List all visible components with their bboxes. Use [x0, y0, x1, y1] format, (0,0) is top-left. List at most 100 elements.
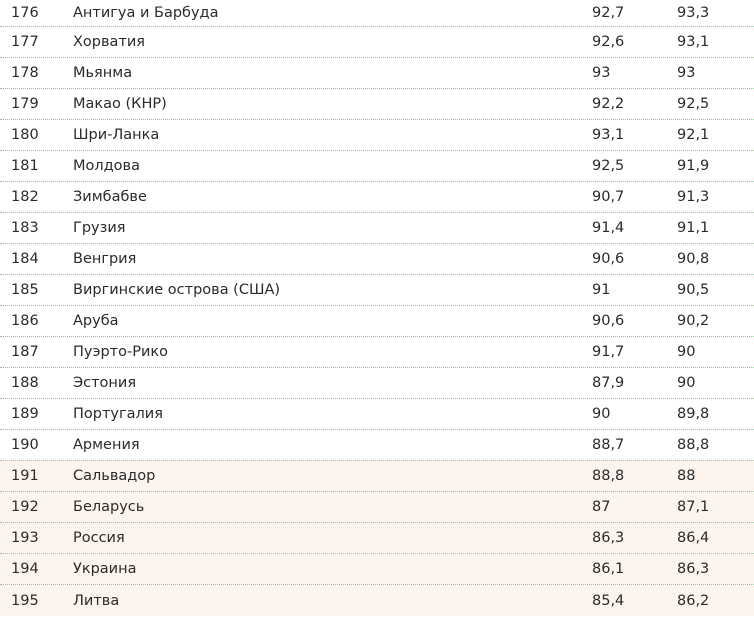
value-2-cell: 93,3	[677, 5, 710, 21]
value-2-cell: 93,1	[677, 34, 710, 50]
rank-cell: 184	[11, 251, 39, 267]
value-2-cell: 91,3	[677, 189, 710, 205]
value-1-cell: 90,6	[592, 313, 625, 329]
table-row: 184 Венгрия 90,6 90,8	[0, 244, 754, 275]
rank-cell: 189	[11, 406, 39, 422]
country-cell: Беларусь	[73, 499, 145, 515]
country-cell: Армения	[73, 437, 140, 453]
rank-cell: 186	[11, 313, 39, 329]
value-1-cell: 88,7	[592, 437, 625, 453]
rank-cell: 193	[11, 530, 39, 546]
value-2-cell: 88	[677, 468, 696, 484]
value-1-cell: 91,7	[592, 344, 625, 360]
value-2-cell: 87,1	[677, 499, 710, 515]
table-row: 187 Пуэрто-Рико 91,7 90	[0, 337, 754, 368]
country-cell: Антигуа и Барбуда	[73, 5, 219, 21]
country-cell: Эстония	[73, 375, 137, 391]
country-cell: Венгрия	[73, 251, 137, 267]
value-2-cell: 90,5	[677, 282, 710, 298]
country-cell: Макао (КНР)	[73, 96, 167, 112]
country-cell: Мьянма	[73, 65, 133, 81]
table-row: 179 Макао (КНР) 92,2 92,5	[0, 89, 754, 120]
value-1-cell: 92,6	[592, 34, 625, 50]
value-2-cell: 92,1	[677, 127, 710, 143]
value-2-cell: 92,5	[677, 96, 710, 112]
rank-cell: 181	[11, 158, 39, 174]
value-1-cell: 91,4	[592, 220, 625, 236]
value-2-cell: 88,8	[677, 437, 710, 453]
table-row: 191 Сальвадор 88,8 88	[0, 461, 754, 492]
table-row: 180 Шри-Ланка 93,1 92,1	[0, 120, 754, 151]
value-1-cell: 88,8	[592, 468, 625, 484]
table-row: 185 Виргинские острова (США) 91 90,5	[0, 275, 754, 306]
rank-cell: 185	[11, 282, 39, 298]
value-2-cell: 90,2	[677, 313, 710, 329]
rank-cell: 177	[11, 34, 39, 50]
country-cell: Молдова	[73, 158, 140, 174]
country-cell: Аруба	[73, 313, 119, 329]
table-row: 190 Армения 88,7 88,8	[0, 430, 754, 461]
table-row: 181 Молдова 92,5 91,9	[0, 151, 754, 182]
value-1-cell: 92,5	[592, 158, 625, 174]
rank-cell: 195	[11, 592, 39, 609]
country-cell: Зимбабве	[73, 189, 147, 205]
value-1-cell: 87,9	[592, 375, 625, 391]
value-1-cell: 90,6	[592, 251, 625, 267]
rank-cell: 178	[11, 65, 39, 81]
value-2-cell: 91,1	[677, 220, 710, 236]
rank-cell: 183	[11, 220, 39, 236]
value-2-cell: 90,8	[677, 251, 710, 267]
rank-cell: 187	[11, 344, 39, 360]
table-row: 176 Антигуа и Барбуда 92,7 93,3	[0, 0, 754, 27]
value-2-cell: 86,2	[677, 592, 710, 609]
table-row: 188 Эстония 87,9 90	[0, 368, 754, 399]
country-cell: Сальвадор	[73, 468, 156, 484]
value-1-cell: 91	[592, 282, 611, 298]
rank-cell: 191	[11, 468, 39, 484]
table-row: 183 Грузия 91,4 91,1	[0, 213, 754, 244]
table-row: 178 Мьянма 93 93	[0, 58, 754, 89]
table-row: 193 Россия 86,3 86,4	[0, 523, 754, 554]
rank-cell: 180	[11, 127, 39, 143]
table-row: 189 Португалия 90 89,8	[0, 399, 754, 430]
value-1-cell: 90,7	[592, 189, 625, 205]
country-cell: Португалия	[73, 406, 163, 422]
rank-cell: 176	[11, 5, 39, 21]
table-row: 195 Литва 85,4 86,2	[0, 585, 754, 616]
table-row: 186 Аруба 90,6 90,2	[0, 306, 754, 337]
value-1-cell: 92,7	[592, 5, 625, 21]
country-cell: Литва	[73, 592, 120, 609]
value-2-cell: 86,4	[677, 530, 710, 546]
value-1-cell: 87	[592, 499, 611, 515]
value-2-cell: 93	[677, 65, 696, 81]
value-1-cell: 86,3	[592, 530, 625, 546]
country-cell: Виргинские острова (США)	[73, 282, 281, 298]
value-1-cell: 90	[592, 406, 611, 422]
rank-cell: 182	[11, 189, 39, 205]
value-1-cell: 93,1	[592, 127, 625, 143]
value-2-cell: 89,8	[677, 406, 710, 422]
rank-cell: 190	[11, 437, 39, 453]
table-row: 192 Беларусь 87 87,1	[0, 492, 754, 523]
table-row: 182 Зимбабве 90,7 91,3	[0, 182, 754, 213]
value-1-cell: 86,1	[592, 561, 625, 577]
value-2-cell: 86,3	[677, 561, 710, 577]
value-2-cell: 91,9	[677, 158, 710, 174]
country-cell: Грузия	[73, 220, 126, 236]
value-1-cell: 92,2	[592, 96, 625, 112]
country-cell: Пуэрто-Рико	[73, 344, 168, 360]
table-row: 194 Украина 86,1 86,3	[0, 554, 754, 585]
country-cell: Россия	[73, 530, 125, 546]
value-2-cell: 90	[677, 344, 696, 360]
table-row: 177 Хорватия 92,6 93,1	[0, 27, 754, 58]
value-2-cell: 90	[677, 375, 696, 391]
value-1-cell: 85,4	[592, 592, 625, 609]
rank-cell: 188	[11, 375, 39, 391]
rank-cell: 194	[11, 561, 39, 577]
country-cell: Шри-Ланка	[73, 127, 160, 143]
value-1-cell: 93	[592, 65, 611, 81]
rank-cell: 192	[11, 499, 39, 515]
rank-cell: 179	[11, 96, 39, 112]
country-cell: Хорватия	[73, 34, 146, 50]
